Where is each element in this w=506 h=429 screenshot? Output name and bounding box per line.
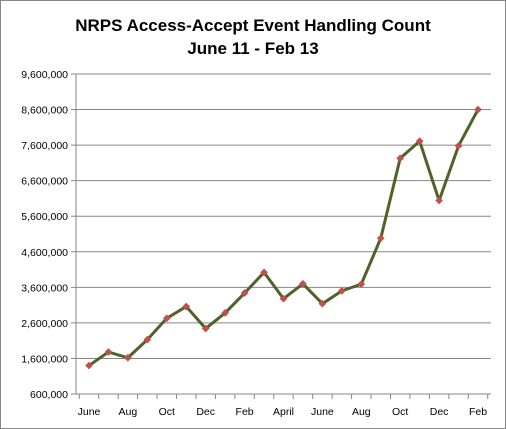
x-tick-label: June — [78, 406, 101, 418]
y-tick-label: 5,600,000 — [21, 211, 68, 223]
series-line — [87, 108, 480, 368]
data-point-marker — [123, 353, 132, 362]
data-series — [85, 105, 482, 370]
y-axis-tick-labels: 600,000 1,600,000 2,600,000 3,600,000 4,600,… — [21, 69, 68, 401]
x-tick-label: Oct — [159, 406, 175, 418]
y-tick-label: 2,600,000 — [21, 318, 68, 330]
x-tick-label: June — [311, 406, 334, 418]
data-point-marker — [201, 324, 210, 333]
data-point-marker — [357, 280, 366, 289]
gridlines — [76, 73, 491, 359]
data-point-marker — [221, 308, 230, 317]
y-tick-label: 7,600,000 — [21, 140, 68, 152]
data-point-marker — [104, 348, 113, 356]
x-tick-label: Dec — [196, 406, 215, 418]
y-tick-label: 600,000 — [30, 389, 68, 401]
data-point-marker — [415, 137, 424, 146]
x-tick-label: April — [273, 406, 294, 418]
x-tick-label: Oct — [392, 406, 408, 418]
data-point-marker — [298, 279, 307, 288]
x-tick-label: Dec — [430, 406, 449, 418]
y-tick-label: 4,600,000 — [21, 247, 68, 259]
y-tick-label: 6,600,000 — [21, 176, 68, 188]
x-tick-label: Aug — [119, 406, 138, 418]
data-point-marker — [396, 154, 405, 163]
y-tick-label: 1,600,000 — [21, 353, 68, 365]
data-point-marker — [376, 234, 385, 243]
x-tick-label: Aug — [352, 406, 371, 418]
chart-title: NRPS Access-Accept Event Handling Count — [75, 16, 431, 35]
data-point-marker — [260, 268, 269, 277]
data-point-marker — [474, 105, 482, 114]
data-point-marker — [454, 141, 463, 150]
data-point-marker — [143, 335, 152, 344]
data-point-marker — [337, 286, 346, 295]
y-tick-label: 3,600,000 — [21, 282, 68, 294]
data-point-marker — [182, 302, 191, 311]
x-tick-label: Feb — [236, 406, 254, 418]
x-axis-tick-labels: June Aug Oct Dec Feb April June Aug Oct Dec Feb — [78, 406, 488, 418]
data-point-marker — [279, 294, 288, 303]
data-point-marker — [162, 314, 171, 323]
data-point-marker — [318, 299, 327, 308]
data-point-marker — [85, 361, 93, 370]
x-tick-label: Feb — [469, 406, 487, 418]
y-tick-label: 9,600,000 — [21, 69, 68, 81]
y-tick-label: 8,600,000 — [21, 105, 68, 117]
data-point-marker — [240, 289, 249, 297]
axes — [71, 73, 491, 399]
chart-subtitle: June 11 - Feb 13 — [187, 39, 318, 58]
data-point-marker — [435, 196, 444, 205]
